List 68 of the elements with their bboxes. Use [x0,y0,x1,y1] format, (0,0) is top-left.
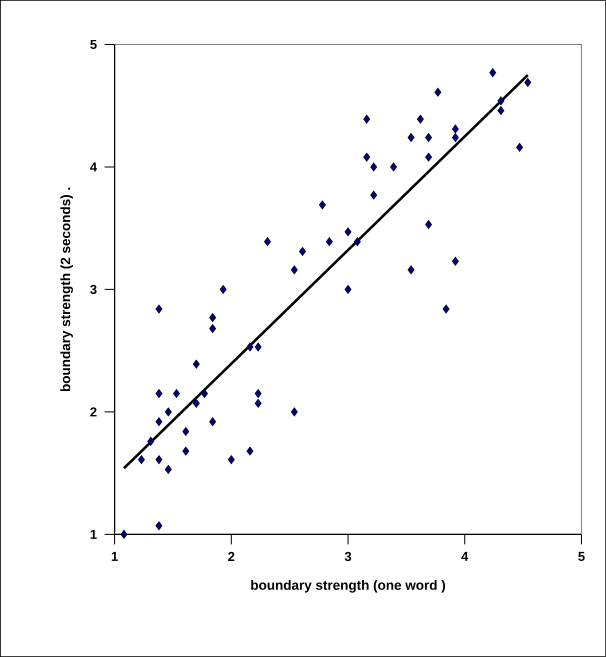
point [489,68,496,78]
point [408,265,415,274]
point [344,227,352,236]
point [498,106,504,116]
point [156,304,162,314]
point [408,133,415,142]
y-tick-label: 2 [90,407,97,416]
point [442,304,450,314]
x-tick-label: 2 [228,552,234,561]
point [363,114,370,124]
point [156,389,162,398]
point [416,114,424,124]
point [326,237,333,246]
point [318,200,326,210]
point [344,284,352,294]
y-tick-label: 1 [90,530,97,539]
point [192,360,200,369]
point [182,446,190,456]
point [246,342,254,352]
point [254,398,262,408]
y-tick-label: 5 [90,40,97,49]
x-tick-label: 1 [112,552,118,561]
point [425,220,432,229]
point [182,426,190,436]
point [354,237,361,246]
point [164,464,172,474]
point [390,162,398,172]
point [156,521,162,530]
point [452,256,459,266]
point [425,133,432,142]
point [164,407,172,416]
point [228,455,235,464]
point [209,313,216,322]
x-tick-label: 5 [578,552,585,561]
point [290,407,298,416]
point [498,96,504,106]
point [209,324,216,334]
point [147,436,154,446]
point [524,78,532,87]
point [264,237,271,246]
point [254,342,262,352]
point [290,265,298,274]
point [173,389,180,398]
point [156,455,162,464]
x-axis-title: boundary strength (one word ) [251,580,446,593]
point [209,417,216,426]
point [425,152,432,162]
x-tick-label: 3 [344,552,352,562]
x-tick-label: 4 [461,552,468,561]
point [370,190,378,200]
point [363,152,370,162]
point [156,417,162,426]
y-tick-label: 3 [90,284,97,294]
y-axis-title: boundary strength (2 seconds) . [60,188,74,392]
point [138,455,145,464]
point [452,133,459,142]
point [192,398,200,408]
point [434,88,442,97]
point [246,446,254,456]
point [299,246,306,256]
point [370,162,378,172]
point [201,389,208,398]
point [220,284,227,294]
point [452,124,459,134]
y-tick-label: 4 [90,162,98,172]
point [254,389,262,398]
point [120,530,128,539]
point [516,142,524,152]
